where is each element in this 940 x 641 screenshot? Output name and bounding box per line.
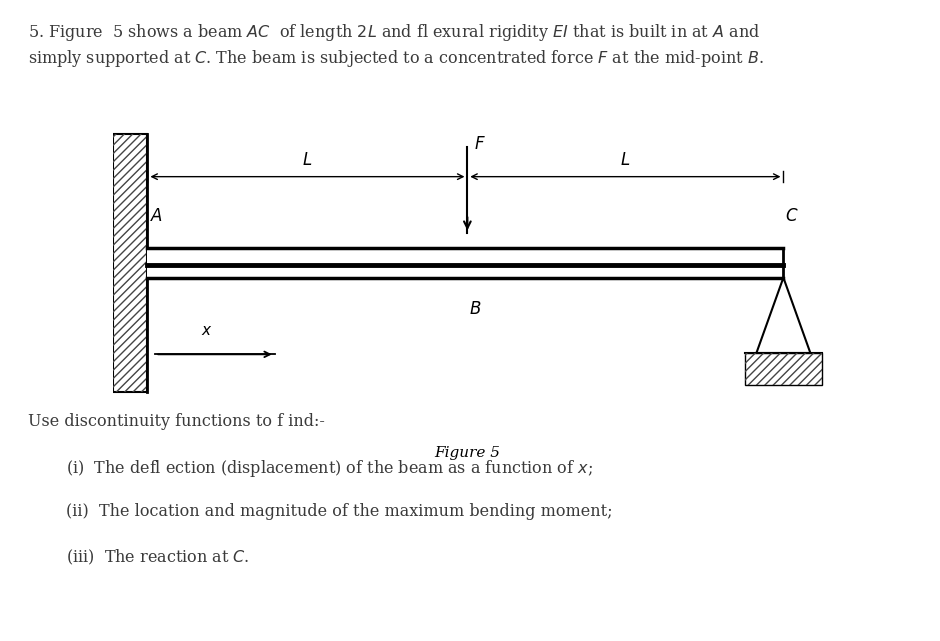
Text: Figure 5: Figure 5 xyxy=(434,446,500,460)
Text: $A$: $A$ xyxy=(149,208,163,225)
Text: $B$: $B$ xyxy=(469,301,481,317)
Text: $C$: $C$ xyxy=(785,208,798,225)
Text: $F$: $F$ xyxy=(474,137,485,153)
Text: $x$: $x$ xyxy=(201,324,213,338)
Text: (i)  The defl ection (displacement) of the beam as a function of $x$;: (i) The defl ection (displacement) of th… xyxy=(66,458,593,479)
Text: (iii)  The reaction at $C$.: (iii) The reaction at $C$. xyxy=(66,548,249,567)
Bar xyxy=(744,353,822,385)
Polygon shape xyxy=(757,278,810,353)
Text: $L$: $L$ xyxy=(620,151,631,169)
Text: (ii)  The location and magnitude of the maximum bending moment;: (ii) The location and magnitude of the m… xyxy=(66,503,613,520)
Text: simply supported at $C$. The beam is subjected to a concentrated force $F$ at th: simply supported at $C$. The beam is sub… xyxy=(28,48,764,69)
Text: $L$: $L$ xyxy=(303,151,313,169)
Bar xyxy=(148,248,783,278)
Text: Use discontinuity functions to f ind:-: Use discontinuity functions to f ind:- xyxy=(28,413,325,431)
Bar xyxy=(113,133,148,392)
Bar xyxy=(113,133,148,392)
Text: 5. Figure  5 shows a beam $AC$  of length $2L$ and fl exural rigidity $EI$ that : 5. Figure 5 shows a beam $AC$ of length … xyxy=(28,22,760,44)
Bar xyxy=(744,353,822,385)
